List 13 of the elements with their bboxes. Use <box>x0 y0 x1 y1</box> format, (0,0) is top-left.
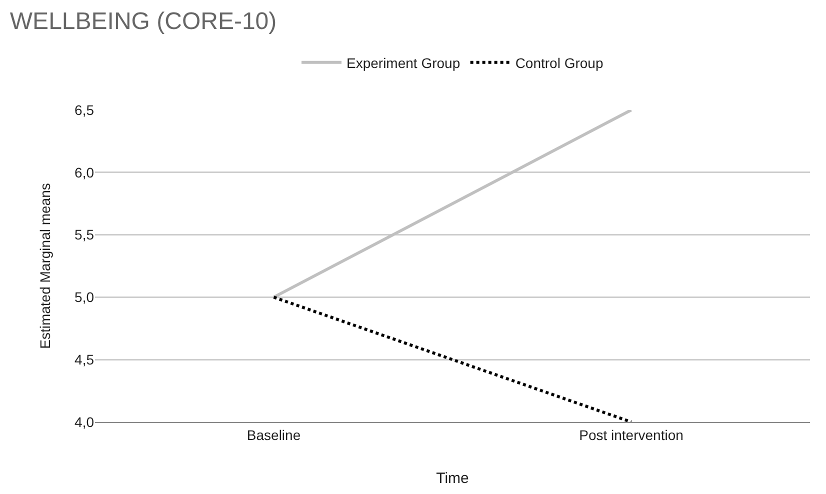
chart-title: WELLBEING (CORE-10) <box>10 8 277 36</box>
x-tick-label: Post intervention <box>579 426 684 443</box>
y-tick-label: 4,5 <box>74 352 94 368</box>
y-tick-label: 6,5 <box>74 102 94 118</box>
x-axis-title: Time <box>436 470 469 487</box>
legend-label: Experiment Group <box>346 54 460 71</box>
y-tick-label: 4,0 <box>74 414 94 430</box>
y-axis-title: Estimated Marginal means <box>37 183 54 349</box>
y-tick-label: 6,0 <box>74 164 94 180</box>
legend-label: Control Group <box>515 54 604 71</box>
x-tick-label: Baseline <box>246 426 301 443</box>
y-tick-label: 5,0 <box>74 289 94 306</box>
y-tick-label: 5,5 <box>74 226 94 243</box>
